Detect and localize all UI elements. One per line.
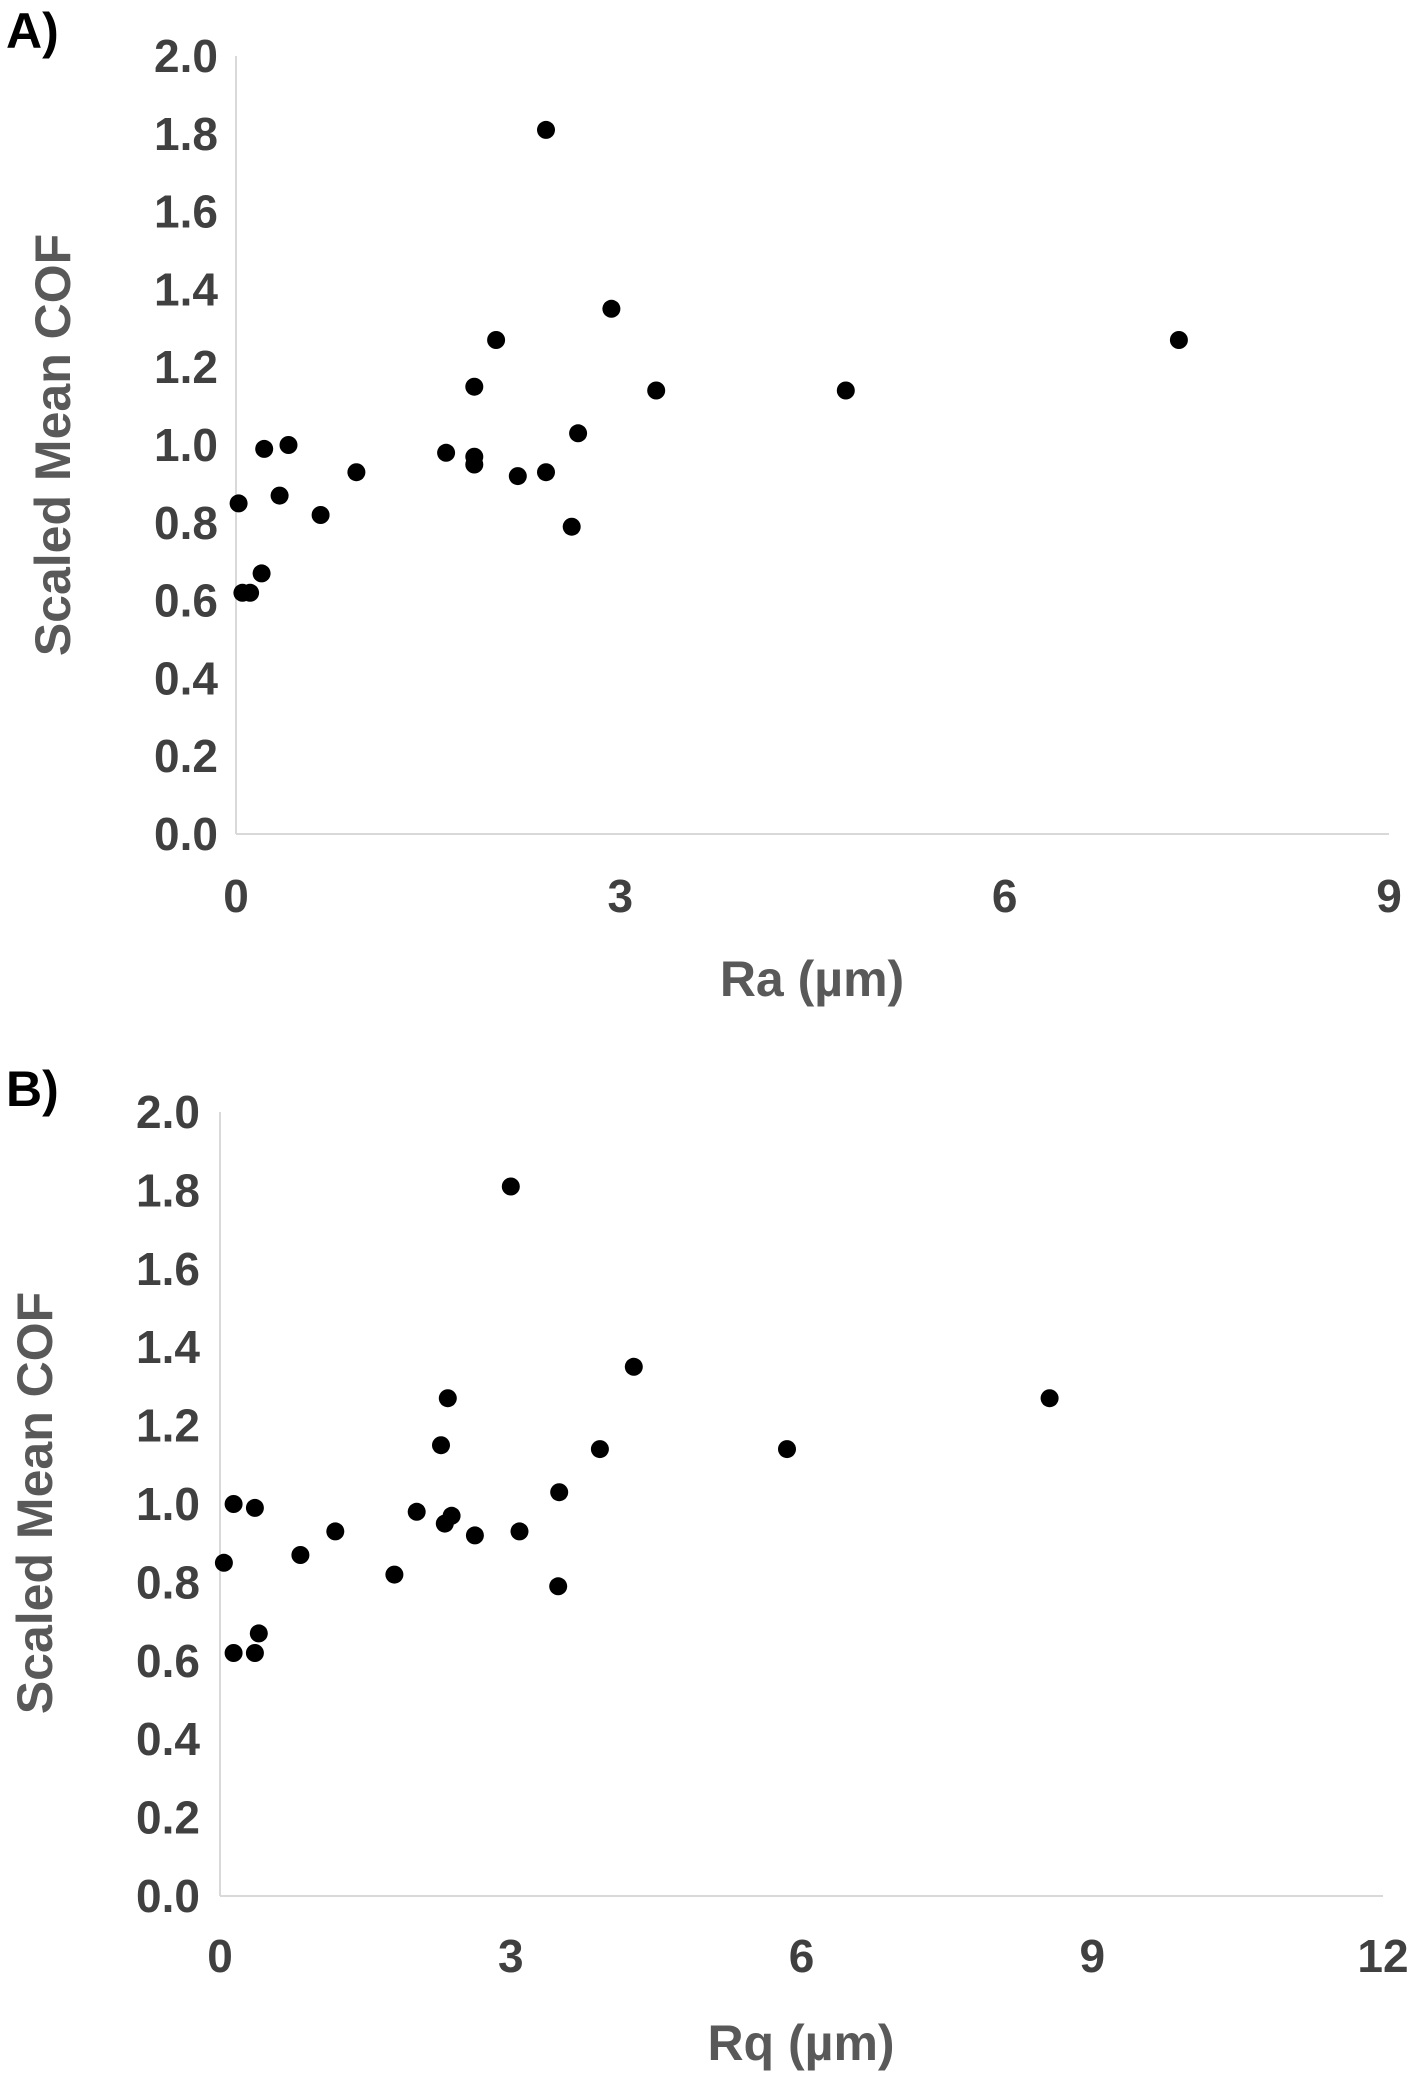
data-point bbox=[224, 1644, 243, 1662]
panel-a-points bbox=[229, 120, 1188, 602]
data-point bbox=[279, 436, 298, 454]
data-point bbox=[1040, 1389, 1059, 1408]
data-point bbox=[510, 1522, 529, 1541]
panel-a-label: A) bbox=[6, 3, 59, 59]
data-point bbox=[249, 1624, 268, 1643]
panel-b-label: B) bbox=[6, 1061, 59, 1117]
data-point bbox=[229, 494, 248, 513]
x-tick-label: 9 bbox=[1079, 1930, 1105, 1982]
y-tick-label: 0.0 bbox=[136, 1870, 200, 1922]
chart-panel-b: B) 0.0 0.2 0.4 0.6 0.8 1.0 1.2 1.4 1.6 1.8 2.0 0 3 6… bbox=[6, 1061, 1409, 2071]
panel-b-points bbox=[214, 1177, 1059, 1662]
x-tick-label: 3 bbox=[498, 1930, 524, 1982]
data-point bbox=[347, 463, 366, 482]
y-tick-label: 1.2 bbox=[136, 1400, 200, 1452]
data-point bbox=[501, 1177, 520, 1196]
y-tick-label: 0.6 bbox=[136, 1635, 200, 1687]
panel-a-x-axis-title: Ra (µm) bbox=[720, 951, 904, 1007]
x-tick-label: 12 bbox=[1357, 1930, 1408, 1982]
data-point bbox=[537, 463, 555, 482]
data-point bbox=[487, 331, 506, 349]
data-point bbox=[407, 1502, 426, 1521]
x-tick-label: 3 bbox=[608, 870, 634, 922]
x-tick-label: 6 bbox=[789, 1930, 815, 1982]
y-tick-label: 0.8 bbox=[154, 497, 218, 549]
data-point bbox=[465, 377, 484, 396]
data-point bbox=[562, 517, 581, 536]
data-point bbox=[836, 381, 855, 400]
y-tick-label: 0.6 bbox=[154, 575, 218, 627]
data-point bbox=[465, 455, 484, 474]
data-point bbox=[465, 1526, 484, 1545]
data-point bbox=[385, 1565, 404, 1584]
y-tick-label: 1.2 bbox=[154, 341, 218, 393]
data-point bbox=[569, 424, 588, 443]
y-tick-label: 1.4 bbox=[154, 263, 218, 315]
data-point bbox=[590, 1440, 609, 1459]
y-tick-label: 0.2 bbox=[154, 730, 218, 782]
data-point bbox=[1169, 331, 1188, 349]
data-point bbox=[442, 1506, 461, 1525]
panel-b-y-tick-labels: 0.0 0.2 0.4 0.6 0.8 1.0 1.2 1.4 1.6 1.8 2.0 bbox=[136, 1086, 200, 1922]
y-tick-label: 1.0 bbox=[154, 419, 218, 471]
panel-b-x-tick-labels: 0 3 6 9 12 bbox=[207, 1930, 1408, 1982]
panel-b-y-axis-title: Scaled Mean COF bbox=[7, 1292, 63, 1714]
data-point bbox=[245, 1644, 264, 1662]
panel-a-y-axis-title: Scaled Mean COF bbox=[25, 234, 81, 656]
data-point bbox=[255, 439, 274, 458]
y-tick-label: 1.8 bbox=[154, 108, 218, 160]
data-point bbox=[550, 1483, 569, 1502]
data-point bbox=[602, 299, 621, 318]
y-tick-label: 0.4 bbox=[154, 652, 218, 704]
data-point bbox=[624, 1357, 643, 1376]
data-point bbox=[508, 467, 527, 486]
x-tick-label: 9 bbox=[1376, 870, 1402, 922]
chart-panel-a: A) 0.0 0.2 0.4 0.6 0.8 1.0 1.2 1.4 1.6 1.8 2.0 0 3 6… bbox=[6, 3, 1402, 1007]
y-tick-label: 2.0 bbox=[136, 1086, 200, 1138]
y-tick-label: 0.8 bbox=[136, 1556, 200, 1608]
data-point bbox=[778, 1440, 796, 1459]
data-point bbox=[326, 1522, 345, 1541]
data-point bbox=[270, 486, 289, 505]
data-point bbox=[252, 564, 271, 583]
y-tick-label: 1.4 bbox=[136, 1321, 200, 1373]
panel-a-y-tick-labels: 0.0 0.2 0.4 0.6 0.8 1.0 1.2 1.4 1.6 1.8 2.0 bbox=[154, 30, 218, 860]
data-point bbox=[245, 1498, 264, 1517]
data-point bbox=[549, 1577, 568, 1596]
data-point bbox=[647, 381, 666, 400]
data-point bbox=[432, 1436, 450, 1455]
x-tick-label: 0 bbox=[223, 870, 249, 922]
x-tick-label: 6 bbox=[992, 870, 1018, 922]
data-point bbox=[214, 1553, 233, 1572]
data-point bbox=[311, 506, 330, 524]
data-point bbox=[224, 1495, 243, 1513]
y-tick-label: 2.0 bbox=[154, 30, 218, 82]
y-tick-label: 0.0 bbox=[154, 808, 218, 860]
data-point bbox=[537, 120, 555, 139]
data-point bbox=[438, 1389, 457, 1408]
y-tick-label: 0.2 bbox=[136, 1792, 200, 1844]
y-tick-label: 1.0 bbox=[136, 1478, 200, 1530]
y-tick-label: 1.6 bbox=[136, 1243, 200, 1295]
y-tick-label: 0.4 bbox=[136, 1713, 200, 1765]
y-tick-label: 1.6 bbox=[154, 186, 218, 238]
data-point bbox=[437, 443, 456, 462]
data-point bbox=[291, 1546, 310, 1564]
panel-b-x-axis-title: Rq (µm) bbox=[707, 2015, 894, 2071]
panel-a-x-tick-labels: 0 3 6 9 bbox=[223, 870, 1402, 922]
y-tick-label: 1.8 bbox=[136, 1164, 200, 1216]
data-point bbox=[241, 583, 260, 602]
x-tick-label: 0 bbox=[207, 1930, 233, 1982]
